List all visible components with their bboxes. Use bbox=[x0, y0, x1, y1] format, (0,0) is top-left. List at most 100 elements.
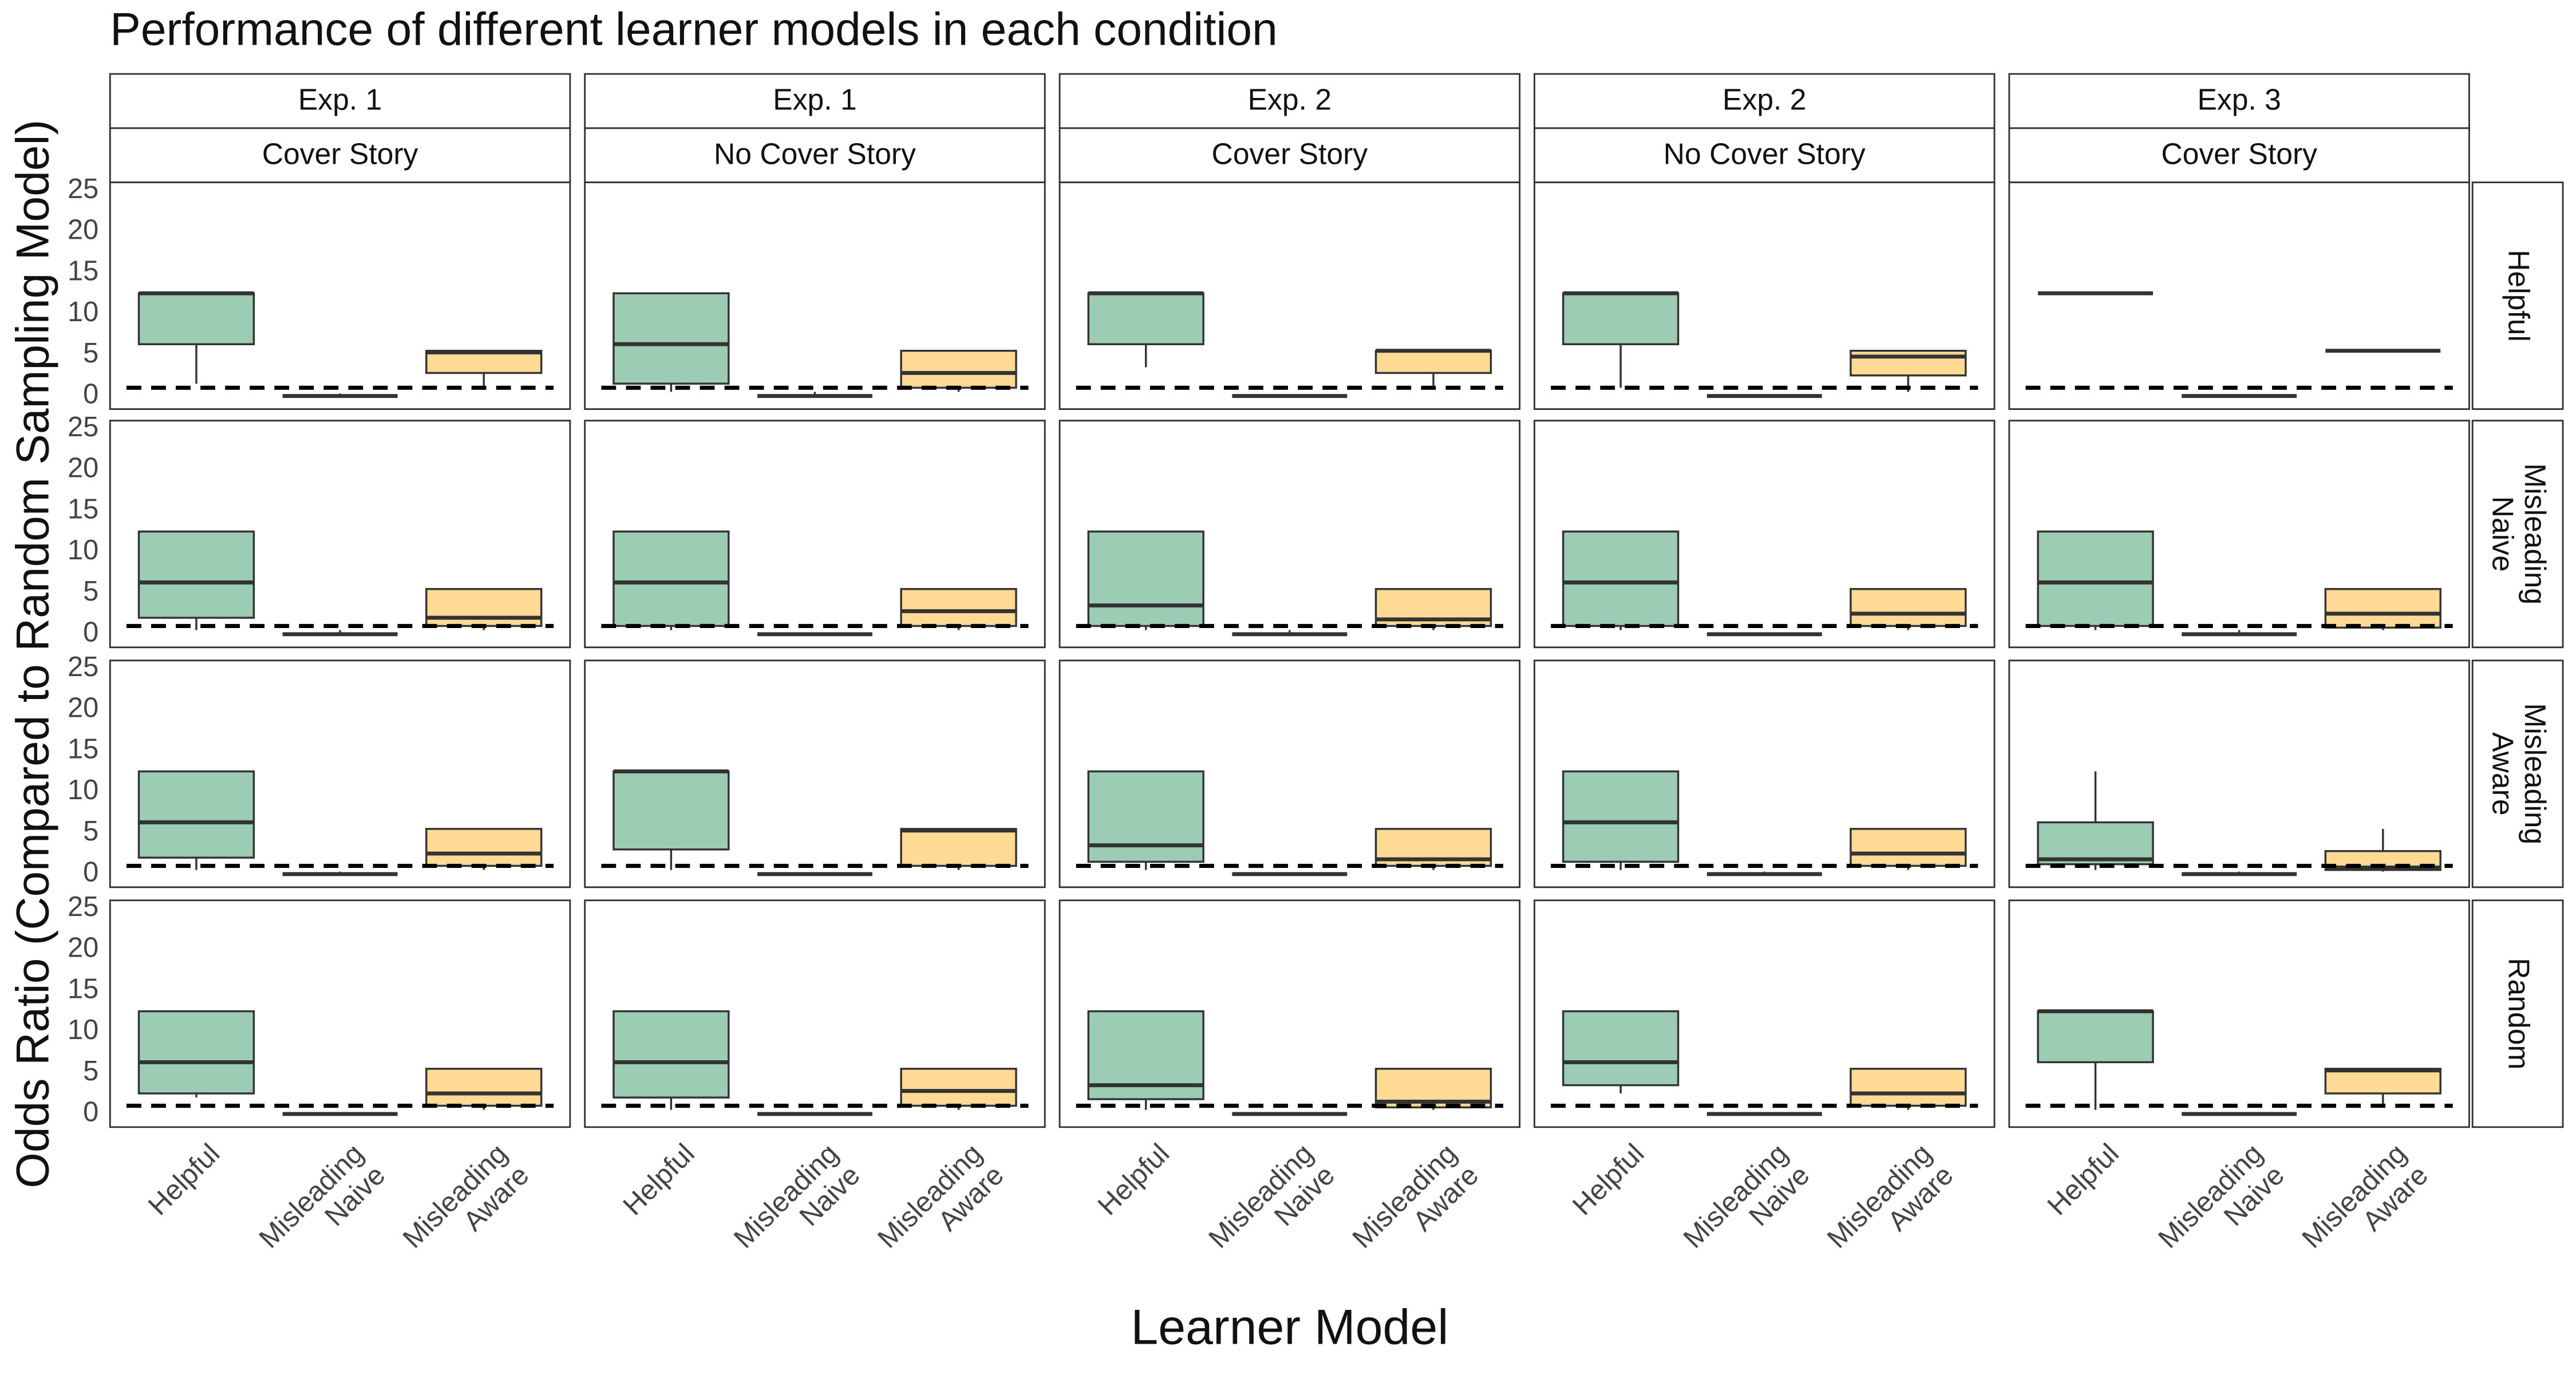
box bbox=[1562, 1010, 1680, 1087]
box bbox=[1087, 770, 1204, 863]
row-strip-label: MisleadingNaive bbox=[2487, 463, 2553, 605]
y-tick-label: 20 bbox=[68, 453, 98, 484]
box bbox=[1087, 292, 1204, 345]
x-tick-label: Helpful bbox=[143, 1138, 226, 1222]
box bbox=[137, 770, 255, 859]
y-tick-label: 0 bbox=[83, 617, 98, 648]
panel-border bbox=[1058, 899, 1521, 1128]
box bbox=[900, 588, 1017, 627]
strip-box bbox=[1058, 127, 1521, 183]
strip-box bbox=[2471, 181, 2564, 410]
panel-border bbox=[584, 181, 1046, 410]
x-tick-label-line: Helpful bbox=[143, 1138, 226, 1222]
row-strip-label: MisleadingAware bbox=[2487, 703, 2553, 844]
box bbox=[900, 349, 1017, 389]
box bbox=[2037, 1010, 2154, 1064]
x-tick-label: MisleadingAware bbox=[1822, 1138, 1959, 1276]
x-tick-label: Helpful bbox=[2041, 1138, 2125, 1222]
box bbox=[2037, 821, 2154, 866]
panel-border bbox=[2008, 660, 2470, 889]
row-strip-label-line: Misleading bbox=[2519, 463, 2552, 605]
y-tick-label: 25 bbox=[68, 652, 98, 682]
panel-border bbox=[109, 660, 571, 889]
strip-label: Exp. 3 bbox=[2197, 83, 2281, 116]
panel-border bbox=[109, 899, 571, 1128]
panel-border bbox=[109, 420, 571, 649]
row-strip-label-line: Helpful bbox=[2503, 250, 2536, 342]
box bbox=[425, 588, 543, 627]
strip-box bbox=[2471, 899, 2564, 1128]
strip-label: Cover Story bbox=[2161, 137, 2317, 170]
strip-box bbox=[584, 73, 1046, 129]
y-tick-label: 15 bbox=[68, 493, 98, 524]
panel-border bbox=[109, 181, 571, 410]
x-tick-label: MisleadingNaive bbox=[253, 1138, 391, 1276]
y-tick-label: 5 bbox=[83, 338, 98, 369]
y-tick-label: 15 bbox=[68, 973, 98, 1004]
box bbox=[1374, 349, 1492, 374]
x-tick-label: MisleadingNaive bbox=[2152, 1138, 2290, 1276]
strip-box bbox=[2471, 660, 2564, 889]
y-tick-label: 10 bbox=[68, 535, 98, 566]
box bbox=[137, 1010, 255, 1095]
y-tick-label: 5 bbox=[83, 1056, 98, 1087]
strip-box bbox=[109, 127, 571, 183]
box bbox=[425, 1068, 543, 1107]
row-strip-label: Helpful bbox=[2503, 250, 2536, 342]
y-tick-label: 20 bbox=[68, 693, 98, 724]
panel-border bbox=[2008, 899, 2470, 1128]
panel-border bbox=[1534, 660, 1996, 889]
strip-label: Exp. 2 bbox=[1722, 83, 1806, 116]
strip-label: Cover Story bbox=[262, 137, 418, 170]
box bbox=[1850, 1068, 1967, 1107]
strip-box bbox=[109, 73, 571, 129]
box bbox=[2324, 588, 2441, 629]
y-tick-label: 25 bbox=[68, 173, 98, 204]
panel-border bbox=[584, 420, 1046, 649]
panel-border bbox=[1058, 660, 1521, 889]
strip-label: No Cover Story bbox=[1664, 137, 1866, 170]
box bbox=[1850, 828, 1967, 867]
row-strip-label-line: Random bbox=[2503, 958, 2536, 1069]
panel-border bbox=[2008, 420, 2470, 649]
strip-label: Exp. 1 bbox=[773, 83, 856, 116]
strip-box bbox=[2471, 420, 2564, 649]
x-tick-label: MisleadingAware bbox=[1346, 1138, 1484, 1276]
strip-label: Exp. 2 bbox=[1248, 83, 1332, 116]
y-axis-label: Odds Ratio (Compared to Random Sampling … bbox=[7, 120, 58, 1189]
box bbox=[2037, 530, 2154, 627]
x-tick-label: MisleadingNaive bbox=[1203, 1138, 1341, 1276]
box bbox=[2324, 1068, 2441, 1095]
row-strip-label-line: Naive bbox=[2487, 496, 2520, 572]
x-tick-label-line: Helpful bbox=[2041, 1138, 2125, 1222]
box bbox=[425, 349, 543, 374]
box bbox=[1850, 349, 1967, 377]
box bbox=[1562, 530, 1680, 627]
y-tick-label: 15 bbox=[68, 255, 98, 286]
box bbox=[1087, 530, 1204, 627]
panel-border bbox=[584, 660, 1046, 889]
y-tick-label: 20 bbox=[68, 933, 98, 964]
x-tick-label-line: Helpful bbox=[617, 1138, 701, 1222]
panel-border bbox=[1534, 899, 1996, 1128]
y-tick-label: 25 bbox=[68, 412, 98, 443]
strip-label: Cover Story bbox=[1212, 137, 1368, 170]
y-tick-label: 5 bbox=[83, 576, 98, 607]
x-tick-label: Helpful bbox=[1092, 1138, 1176, 1222]
box bbox=[1562, 292, 1680, 345]
row-strip-label: Random bbox=[2503, 958, 2536, 1069]
x-tick-label: MisleadingAware bbox=[397, 1138, 535, 1276]
panel-border bbox=[584, 899, 1046, 1128]
box bbox=[900, 828, 1017, 867]
x-tick-label-line: Helpful bbox=[1092, 1138, 1176, 1222]
y-tick-label: 0 bbox=[83, 857, 98, 888]
box bbox=[1562, 770, 1680, 863]
chart-title: Performance of different learner models … bbox=[110, 4, 1278, 56]
y-tick-label: 10 bbox=[68, 775, 98, 806]
y-tick-label: 0 bbox=[83, 379, 98, 410]
panel-border bbox=[1058, 420, 1521, 649]
y-tick-label: 0 bbox=[83, 1097, 98, 1128]
row-strip-label-line: Aware bbox=[2487, 732, 2520, 815]
